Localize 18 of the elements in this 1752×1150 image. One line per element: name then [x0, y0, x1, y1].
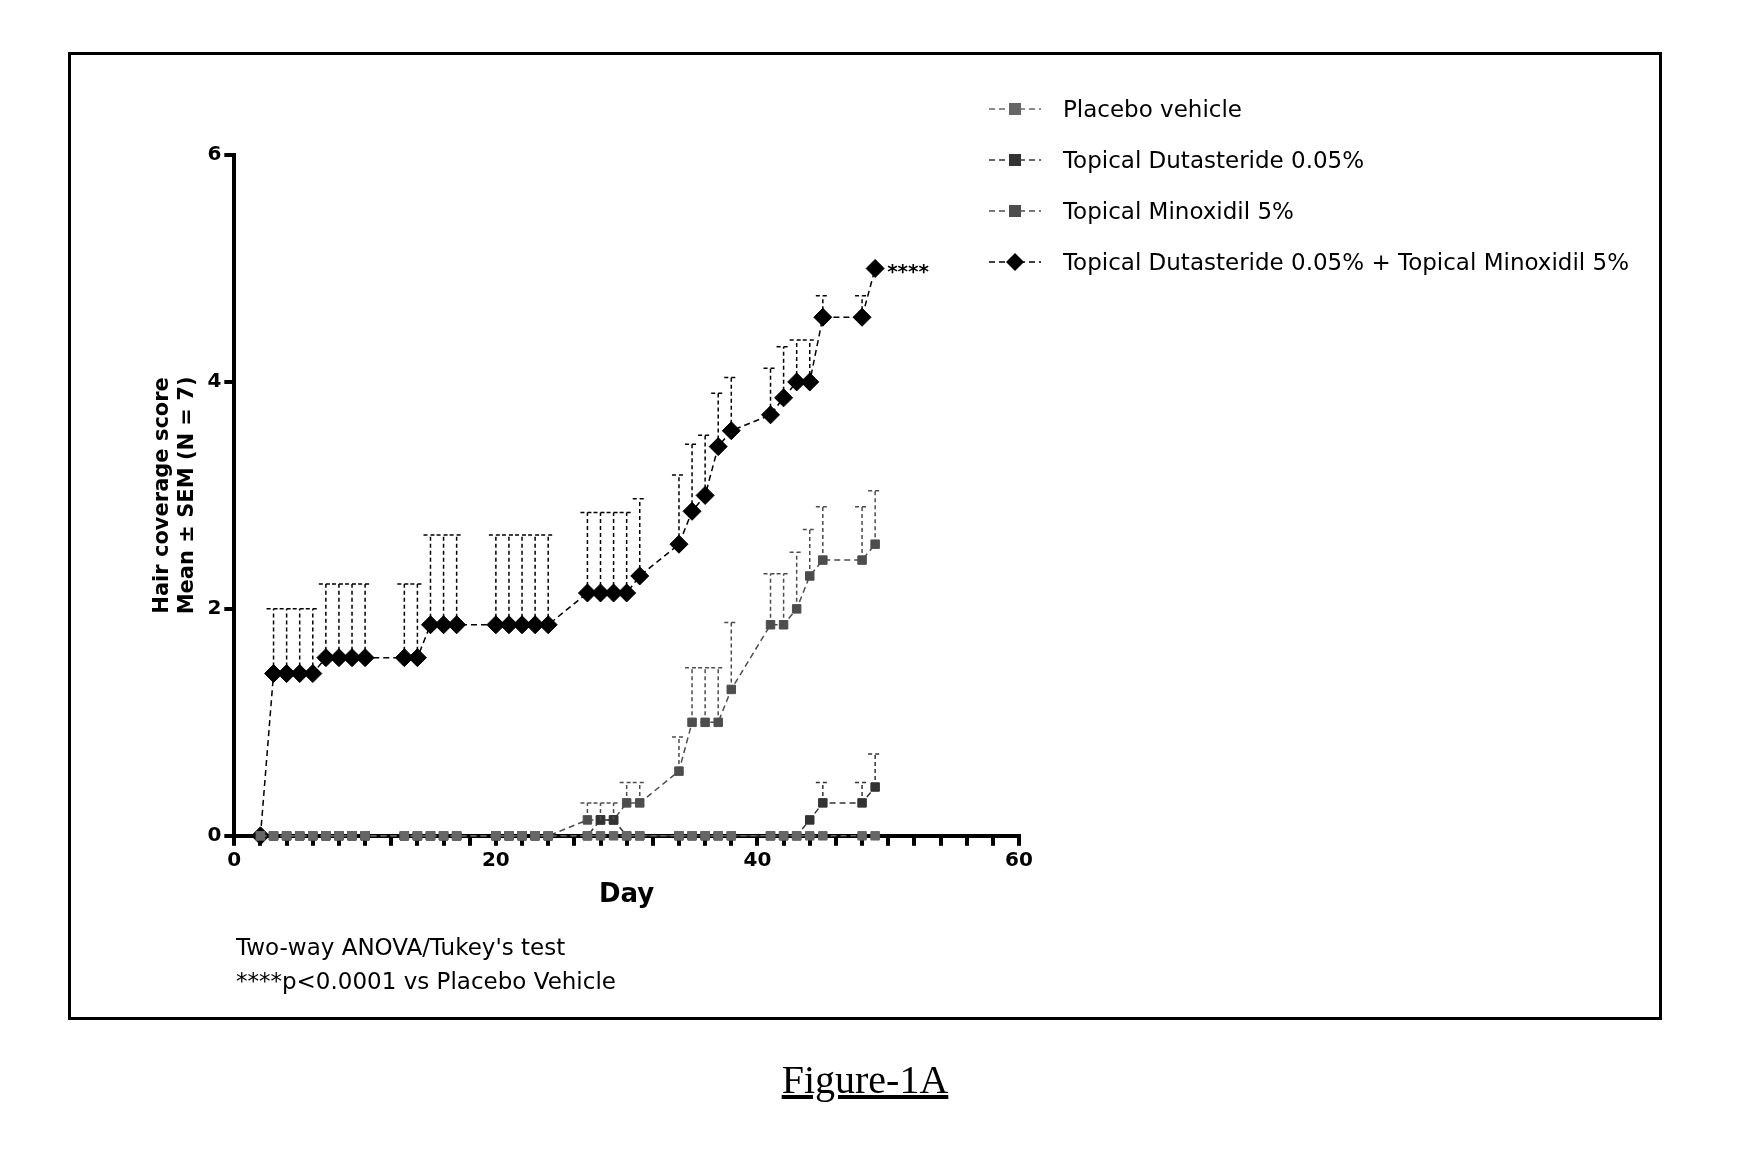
text: ****p<0.0001 vs Placebo Vehicle [236, 967, 616, 996]
y-tick-label: 2 [207, 595, 222, 620]
x-tick-label: 0 [227, 847, 242, 871]
x-tick-label: 60 [1005, 847, 1033, 871]
y-tick-label: 4 [207, 368, 222, 393]
x-tick-label: 40 [743, 847, 772, 871]
x-tick-label: 20 [481, 847, 510, 871]
y-axis-title: Hair coverage score Mean ± SEM (N = 7) [149, 376, 199, 615]
y-tick-label: 0 [207, 822, 222, 846]
legend-label: Placebo vehicle [1062, 95, 1242, 122]
x-axis-title: Day [599, 878, 655, 909]
text: Two-way ANOVA/Tukey's test [236, 933, 567, 962]
text: Figure-1A [780, 1056, 950, 1103]
legend-label: Topical Minoxidil 5% [1062, 197, 1294, 224]
legend-label: Topical Dutasteride 0.05% + Topical Minoxidil 5% [1062, 248, 1629, 275]
legend-label: Topical Dutasteride 0.05% [1062, 146, 1365, 173]
y-tick-label: 6 [207, 141, 222, 166]
annotation: **** [887, 258, 930, 283]
